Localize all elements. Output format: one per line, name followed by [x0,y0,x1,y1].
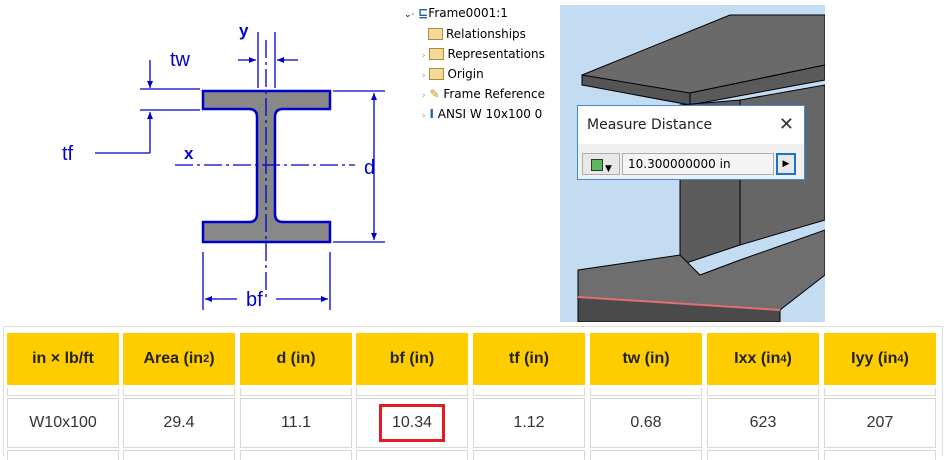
expand-arrow-button[interactable]: ▶ [776,153,796,175]
frame-reference-icon: ✎ [429,87,440,101]
column-header: d (in) [240,333,352,385]
spacer-cell [590,388,702,396]
i-beam-icon: I [429,107,434,121]
label-d: d [364,157,375,179]
spacer-cell [7,388,119,396]
spacer-cell [824,388,936,396]
chevron-down-icon[interactable]: ⌄· [404,10,415,20]
spacer-cell [473,388,585,396]
table-cell: 207 [824,398,936,448]
chevron-right-icon[interactable]: › [422,51,426,61]
label-y: y [239,21,249,40]
table-cell: 623 [707,398,819,448]
table-cell: 11.1 [240,398,352,448]
table-cell: 0.68 [590,398,702,448]
column-header: tw (in) [590,333,702,385]
chevron-right-icon[interactable]: › [422,71,426,81]
label-tf: tf [62,143,74,165]
spacer-cell [473,450,585,460]
label-x: x [184,144,194,163]
folder-icon [428,28,443,40]
spacer-cell [240,388,352,396]
table-cell: 1.12 [473,398,585,448]
label-tw: tw [170,49,191,71]
folder-icon [429,68,445,80]
label-bf: bf [246,289,263,311]
spacer-cell [707,388,819,396]
selection-mode-dropdown[interactable]: ▼ [582,153,620,175]
column-header: in × lb/ft [7,333,119,385]
close-icon[interactable]: ✕ [778,114,794,135]
representations-icon [429,48,445,60]
spacer-cell [356,450,468,460]
tree-item-frame-reference[interactable]: › ✎ Frame Reference [422,87,545,101]
distance-value-field[interactable]: 10.300000000 in [622,153,774,175]
spacer-cell [356,388,468,396]
select-cursor-icon [591,159,603,171]
chevron-right-icon[interactable]: › [422,111,426,121]
chevron-down-icon: ▼ [605,164,612,174]
spacer-cell [7,450,119,460]
spacer-cell [123,450,235,460]
tree-root[interactable]: ⌄· ⊑Frame0001:1 [404,6,508,20]
table-cell: 29.4 [123,398,235,448]
tree-item-representations[interactable]: › Representations [422,47,545,61]
dialog-title: Measure Distance [587,117,713,133]
tree-item-ansi-w[interactable]: › I ANSI W 10x100 0 [422,107,543,121]
chevron-right-icon[interactable]: › [422,91,426,101]
spacer-cell [707,450,819,460]
measure-distance-dialog: Measure Distance ✕ ▼ 10.300000000 in ▶ [577,105,805,180]
column-header: Iyy (in 4) [824,333,936,385]
column-header: tf (in) [473,333,585,385]
model-browser-tree: ⌄· ⊑Frame0001:1 Relationships › Represen… [398,0,560,320]
spacer-cell [590,450,702,460]
spacer-cell [824,450,936,460]
tree-item-relationships[interactable]: Relationships [428,25,526,43]
beam-properties-table: in × lb/ft Area (in 2) d (in) bf (in) tf (in)… [3,326,943,460]
frame-icon: ⊑ [418,6,429,20]
column-header: Ixx (in 4) [707,333,819,385]
highlighted-value: 10.34 [378,404,446,442]
column-header: bf (in) [356,333,468,385]
tree-item-origin[interactable]: › Origin [422,67,484,81]
table-cell: 10.34 [356,398,468,448]
column-header: Area (in 2) [123,333,235,385]
spacer-cell [240,450,352,460]
table-cell: W10x100 [7,398,119,448]
i-beam-section-diagram: y x tw tf d bf [62,21,385,311]
spacer-cell [123,388,235,396]
